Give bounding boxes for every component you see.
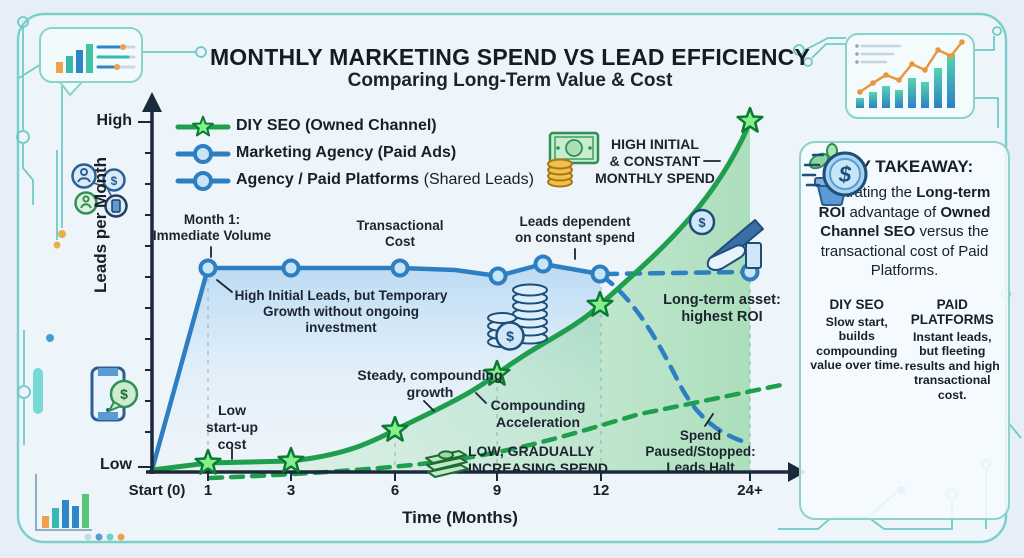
- paid-platforms-desc: Instant leads, but fleeting results and …: [904, 329, 1000, 402]
- money-icon: [547, 131, 600, 188]
- comparison-columns: DIY SEO Slow start, builds compounding v…: [801, 143, 1001, 403]
- body-text-2: advantage of: [845, 203, 941, 221]
- seo-line: [149, 119, 753, 473]
- diy-seo-desc: Slow start, builds compounding value ove…: [810, 314, 904, 373]
- body-bold-seo: Owned Channel SEO: [820, 203, 991, 241]
- body-bold-roi: Long-term ROI: [818, 184, 991, 221]
- annotation-long-term-asset: Long-term asset: highest ROI: [663, 292, 781, 326]
- x-tick-start: Start (0): [128, 482, 186, 499]
- legend-item-diy-seo: DIY SEO (Owned Channel): [236, 117, 437, 134]
- annotation-transactional-cost: Transactional Cost: [356, 218, 444, 250]
- contract-signing-icon: $: [688, 208, 764, 271]
- svg-text:$: $: [838, 162, 852, 187]
- legend-swatches: [175, 115, 231, 191]
- annotation-high-initial-leads: High Initial Leads, but Temporary Growth…: [234, 288, 448, 336]
- paid-platforms-column: $ PAID PLATFORMS Instant leads, but flee…: [801, 151, 1001, 403]
- phone-dollar-icon: $: [90, 366, 139, 422]
- key-takeaway-body: Illustrating the Long-term ROI advantage…: [809, 183, 1000, 281]
- x-tick-12: 12: [592, 482, 610, 499]
- seo-area-fill: [152, 122, 750, 470]
- legend-item-platforms: Agency / Paid Platforms (Shared Leads): [236, 171, 534, 189]
- x-tick-3: 3: [286, 482, 296, 499]
- x-tick-6: 6: [390, 482, 400, 499]
- key-takeaway-heading: KEY TAKEAWAY:: [835, 157, 974, 176]
- diy-seo-title: DIY SEO: [829, 296, 885, 312]
- y-axis-high-label: High: [96, 112, 132, 129]
- axes: [146, 108, 790, 474]
- annotation-steady-growth: Steady, compounding growth: [357, 367, 503, 400]
- svg-text:$: $: [506, 328, 514, 344]
- cash-stack-icon: [425, 450, 469, 478]
- x-tick-1: 1: [203, 482, 213, 499]
- mini-chart-icon: [845, 33, 975, 119]
- legend-item-platforms-bold: Agency / Paid Platforms: [236, 171, 420, 188]
- annotation-low-startup-cost: Low start-up cost: [205, 402, 259, 452]
- annotation-leaders: [210, 160, 721, 460]
- x-axis-title: Time (Months): [402, 508, 518, 527]
- annotation-compounding-acceleration: Compounding Acceleration: [490, 397, 586, 430]
- annotation-spend-paused: Spend Paused/Stopped: Leads Halt: [645, 428, 756, 476]
- axis-ticks: [138, 121, 751, 481]
- diy-seo-column: DIY SEO Slow start, builds compounding v…: [808, 143, 905, 403]
- coins-stack-icon: $: [487, 283, 548, 351]
- svg-text:$: $: [698, 215, 706, 230]
- y-axis-low-label: Low: [100, 456, 132, 473]
- x-tick-9: 9: [492, 482, 502, 499]
- paid-platforms-title: PAID PLATFORMS: [910, 296, 994, 327]
- mini-dashboard-icon: [39, 27, 143, 97]
- page-title: MONTHLY MARKETING SPEND VS LEAD EFFICIEN…: [209, 44, 811, 70]
- annotation-month1: Month 1: Immediate Volume: [152, 212, 272, 244]
- body-text-3: versus the transactional cost of Paid Pl…: [820, 223, 989, 279]
- mini-bars-icon: [35, 474, 92, 531]
- annotation-high-constant-spend: HIGH INITIAL & CONSTANT MONTHLY SPEND: [595, 136, 715, 186]
- svg-text:$: $: [120, 386, 128, 402]
- page-subtitle: Comparing Long-Term Value & Cost: [347, 70, 673, 91]
- svg-text:$: $: [111, 174, 118, 188]
- annotation-leads-dependent: Leads dependent on constant spend: [514, 214, 635, 246]
- x-tick-24: 24+: [737, 482, 763, 499]
- leads-network-icon: $: [71, 163, 128, 218]
- legend-item-platforms-suffix: (Shared Leads): [419, 171, 534, 188]
- legend-item-agency: Marketing Agency (Paid Ads): [236, 144, 457, 161]
- key-takeaway-panel: KEY TAKEAWAY: Illustrating the Long-term…: [799, 141, 1010, 520]
- annotation-low-spend: LOW, GRADUALLY INCREASING SPEND: [468, 443, 609, 476]
- x-axis-arrow: [788, 462, 806, 482]
- y-axis-arrow: [142, 92, 162, 112]
- flying-coin-icon: $: [801, 151, 868, 197]
